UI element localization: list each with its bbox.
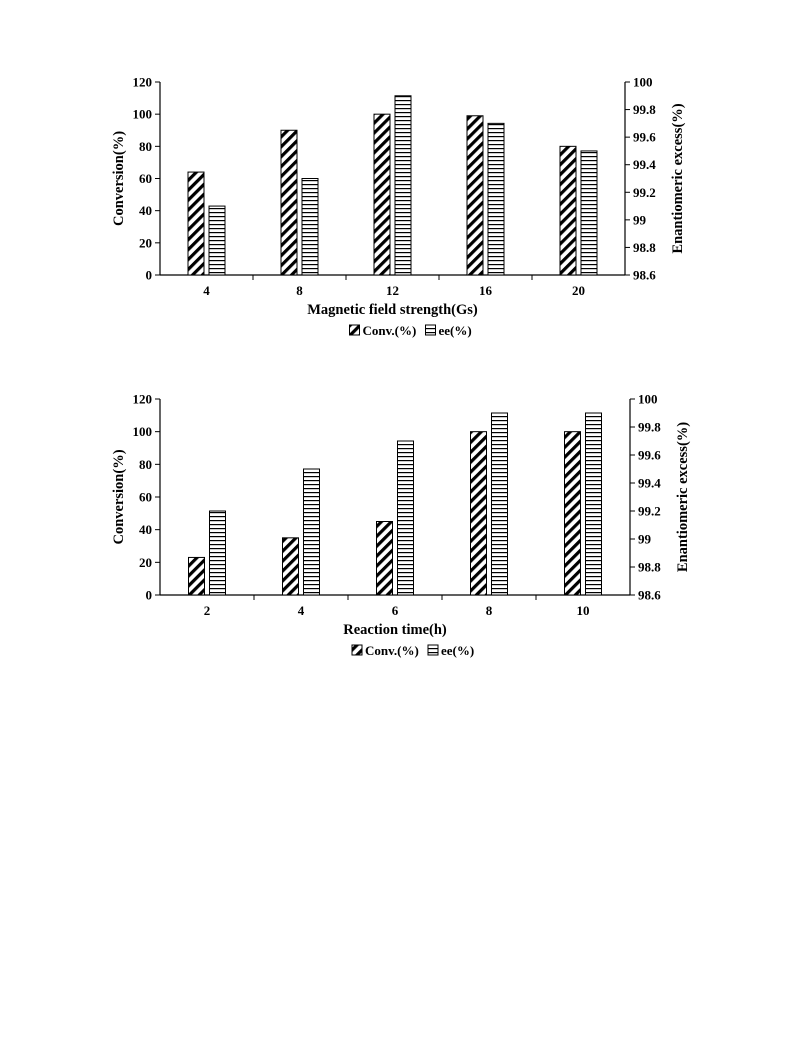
y-axis-title-right: Enantiomeric excess(%) [675,422,691,572]
y-tick-label-left: 120 [133,75,153,90]
chart-2: 0 20 40 60 80 100 120 98.6 98.8 99 99.2 99.4 99.6 99.… [111,392,691,659]
bar-ee [580,150,598,276]
bar-ee [487,122,505,276]
y-axis-title-right: Enantiomeric excess(%) [670,103,686,253]
bar-ee [394,95,412,276]
y-tick-label-right: 100 [633,75,653,90]
bar-conversion [373,113,391,276]
y-tick-label-right: 99.2 [633,185,656,200]
bar-ee [209,510,226,596]
bar-conversion [559,145,577,276]
legend: Conv.(%) ee(%) [349,323,472,338]
bar-conversion [280,129,298,276]
bar-conversion [188,556,205,596]
bar-conversion [282,537,299,596]
legend-swatch-ee [425,324,436,336]
y-tick-label-right: 99.8 [633,102,656,117]
x-axis-title: Magnetic field strength(Gs) [307,302,478,318]
y-tick-label-right: 98.6 [633,268,656,283]
y-tick-label-right: 99.4 [633,157,656,172]
bar-ee [301,178,319,276]
y-tick-label-left: 40 [139,522,152,537]
y-tick-label-left: 0 [146,588,153,603]
legend: Conv.(%) ee(%) [351,643,474,658]
y-tick-label-right: 98.8 [633,240,656,255]
bar-conversion [470,431,487,596]
y-tick-label-right: 99.8 [638,420,661,435]
x-tick-label: 10 [577,603,590,618]
bar-ee [208,205,226,276]
x-tick-label: 16 [479,283,493,298]
y-tick-label-left: 100 [133,107,153,122]
bar-ee [491,412,508,596]
x-tick-label: 8 [296,283,303,298]
y-tick-label-left: 100 [133,424,153,439]
y-tick-label-left: 60 [139,171,152,186]
y-tick-label-left: 0 [146,268,153,283]
bar-conversion [376,521,393,596]
legend-swatch-ee [427,644,439,656]
y-tick-label-right: 99.6 [633,130,656,145]
y-tick-label-right: 99.2 [638,504,661,519]
y-tick-label-right: 99.6 [638,448,661,463]
y-tick-label-left: 80 [139,457,152,472]
x-tick-label: 20 [572,283,585,298]
bar-ee [397,440,414,596]
legend-label-conversion: Conv.(%) [365,643,419,658]
y-tick-label-left: 120 [133,392,153,407]
y-tick-label-right: 98.6 [638,588,661,603]
y-tick-label-right: 99 [633,212,647,227]
y-tick-label-right: 100 [638,392,658,407]
y-tick-label-right: 99 [638,532,652,547]
x-tick-label: 6 [392,603,399,618]
legend-label-ee: ee(%) [441,643,474,658]
bar-ee [303,468,320,596]
y-tick-label-right: 98.8 [638,560,661,575]
y-axis-title-left: Conversion(%) [111,131,127,226]
legend-swatch-conversion [349,324,360,336]
y-tick-label-left: 60 [139,490,152,505]
x-tick-label: 12 [386,283,399,298]
y-tick-label-left: 20 [139,555,152,570]
chart-1: 0 20 40 60 80 100 120 98.6 98.8 99 99.2 99.4 99.6 99.… [111,75,686,339]
y-tick-label-left: 40 [139,203,152,218]
y-tick-label-right: 99.4 [638,476,661,491]
x-tick-label: 2 [204,603,211,618]
x-tick-label: 4 [203,283,210,298]
bar-conversion [466,115,484,276]
y-tick-label-left: 80 [139,139,152,154]
x-axis-title: Reaction time(h) [343,622,447,638]
y-tick-label-left: 20 [139,235,152,250]
legend-label-ee: ee(%) [439,323,472,338]
bar-conversion [564,431,581,596]
y-axis-title-left: Conversion(%) [111,449,127,544]
x-tick-label: 4 [298,603,305,618]
bar-ee [585,412,602,596]
legend-label-conversion: Conv.(%) [363,323,417,338]
x-tick-label: 8 [486,603,493,618]
bar-conversion [187,171,205,276]
legend-swatch-conversion [351,644,363,656]
